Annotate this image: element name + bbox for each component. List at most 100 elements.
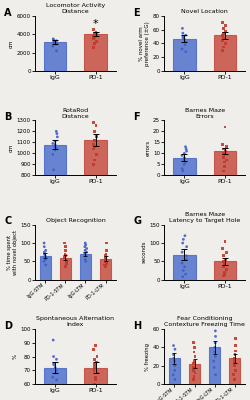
Point xyxy=(94,29,98,36)
Point xyxy=(192,374,196,380)
Point xyxy=(220,38,224,44)
Point xyxy=(172,358,176,364)
Point xyxy=(54,370,58,376)
Point xyxy=(92,356,96,362)
Point xyxy=(64,256,68,263)
Point xyxy=(53,141,57,148)
Title: RotaRod
Distance: RotaRod Distance xyxy=(62,108,89,118)
Point xyxy=(192,340,196,346)
Point xyxy=(51,374,55,380)
Point xyxy=(52,353,56,360)
Bar xyxy=(209,347,220,384)
Point xyxy=(212,358,216,364)
Point xyxy=(192,349,196,355)
Point xyxy=(222,25,226,32)
Point xyxy=(92,32,96,38)
Text: E: E xyxy=(134,8,140,18)
Text: F: F xyxy=(134,112,140,122)
Bar xyxy=(214,151,236,175)
Point xyxy=(192,376,196,383)
Point xyxy=(83,251,87,257)
Point xyxy=(52,362,56,368)
Title: Fear Conditioning
Contexture Freezing Time: Fear Conditioning Contexture Freezing Ti… xyxy=(164,316,245,327)
Point xyxy=(193,344,197,350)
Point xyxy=(55,130,59,137)
Point xyxy=(84,242,88,248)
Point xyxy=(93,374,97,380)
Text: H: H xyxy=(134,321,142,331)
Point xyxy=(180,166,184,172)
Point xyxy=(64,264,68,270)
Point xyxy=(192,358,196,364)
Point xyxy=(222,269,226,276)
Point xyxy=(213,328,217,334)
Point xyxy=(214,372,218,378)
Point xyxy=(182,236,186,242)
Point xyxy=(54,377,58,383)
Point xyxy=(221,20,225,26)
Title: Spontaneous Alternation
Index: Spontaneous Alternation Index xyxy=(36,316,115,327)
Point xyxy=(184,48,188,55)
Point xyxy=(91,346,95,353)
Title: Locomotor Activity
Distance: Locomotor Activity Distance xyxy=(46,4,105,14)
Point xyxy=(54,48,58,54)
Point xyxy=(92,381,96,387)
Point xyxy=(94,377,98,383)
Bar xyxy=(214,261,236,280)
Point xyxy=(44,247,48,254)
Text: B: B xyxy=(4,112,12,122)
Point xyxy=(181,267,185,274)
Point xyxy=(63,247,67,254)
Point xyxy=(103,254,107,261)
Point xyxy=(92,44,96,50)
Point xyxy=(180,260,184,266)
Point xyxy=(184,32,188,38)
Point xyxy=(184,271,188,277)
Point xyxy=(42,244,46,250)
Point xyxy=(222,260,226,266)
Text: C: C xyxy=(4,216,12,226)
Point xyxy=(234,367,237,374)
Point xyxy=(224,249,228,255)
Point xyxy=(224,256,228,263)
Point xyxy=(85,245,89,252)
Point xyxy=(62,254,66,261)
Bar xyxy=(100,259,111,280)
Point xyxy=(191,367,195,374)
Point xyxy=(182,157,186,163)
Title: Object Recognition: Object Recognition xyxy=(46,218,105,223)
Point xyxy=(104,240,108,246)
Point xyxy=(53,364,57,371)
Point xyxy=(221,264,225,270)
Point xyxy=(181,35,185,41)
Bar xyxy=(214,35,236,71)
Point xyxy=(92,141,96,148)
Text: A: A xyxy=(4,8,12,18)
Point xyxy=(192,364,196,371)
Point xyxy=(62,240,66,246)
Bar xyxy=(80,254,91,280)
Y-axis label: cm: cm xyxy=(9,39,14,48)
Y-axis label: % novel arm
preference (±G): % novel arm preference (±G) xyxy=(140,21,150,66)
Point xyxy=(171,372,175,378)
Point xyxy=(102,262,106,268)
Point xyxy=(222,253,226,259)
Bar xyxy=(40,256,51,280)
Bar xyxy=(173,158,196,175)
Bar xyxy=(173,39,196,71)
Point xyxy=(92,33,96,39)
Point xyxy=(223,238,227,244)
Point xyxy=(95,38,99,45)
Point xyxy=(173,376,177,383)
Point xyxy=(53,144,57,150)
Y-axis label: %: % xyxy=(12,354,18,359)
Point xyxy=(95,151,99,158)
Point xyxy=(52,37,56,43)
Point xyxy=(222,30,226,36)
Point xyxy=(63,251,67,257)
Point xyxy=(220,141,224,148)
Point xyxy=(223,124,227,130)
Point xyxy=(172,342,175,349)
Point xyxy=(182,36,186,42)
Point xyxy=(91,146,95,152)
